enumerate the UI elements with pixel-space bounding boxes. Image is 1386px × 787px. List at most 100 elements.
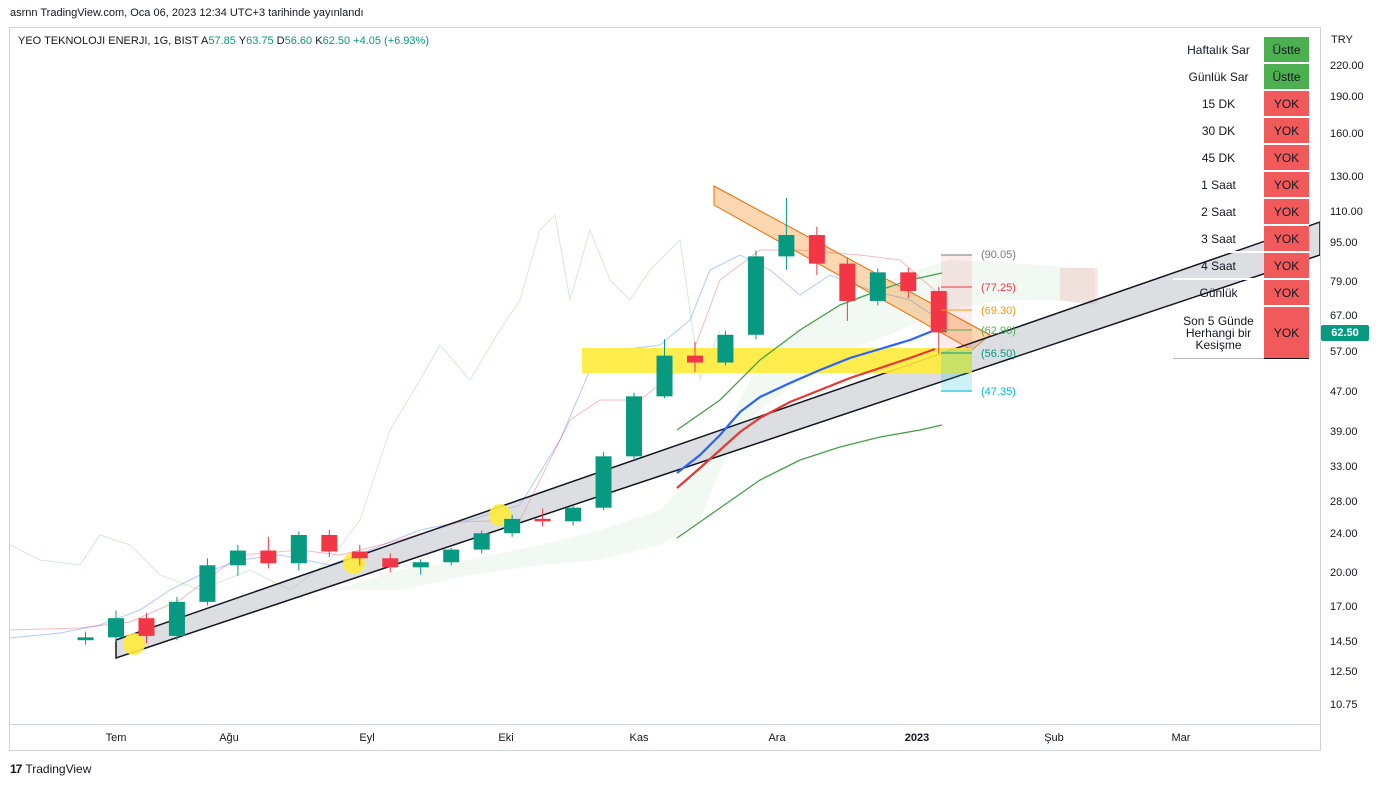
support-zone (582, 348, 972, 373)
candle-body (656, 355, 673, 397)
footer[interactable]: 17 TradingView (10, 762, 91, 776)
high-label: Y (238, 35, 247, 47)
low-value: 56.60 (284, 35, 313, 47)
price-axis-label: 220.00 (1330, 60, 1364, 72)
price-axis-label: 20.00 (1330, 567, 1358, 579)
price-axis-divider (1320, 27, 1321, 751)
candle-body (382, 558, 399, 568)
status-name: 2 Saat (1173, 197, 1264, 226)
open-label: A (201, 35, 209, 47)
time-axis-label: Şub (1044, 732, 1064, 744)
status-value: Üstte (1264, 35, 1309, 64)
candle-body (443, 549, 460, 563)
status-name: Son 5 Günde Herhangi bir Kesişme (1173, 305, 1264, 359)
price-axis-label: 110.00 (1330, 206, 1363, 218)
low-label: D (276, 35, 285, 47)
candle-body (808, 235, 825, 264)
candle-body (412, 562, 429, 568)
price-axis-label: 33.00 (1330, 461, 1358, 473)
fib-lines (941, 254, 972, 392)
status-row: Günlük YOK (1173, 278, 1309, 307)
status-name: 45 DK (1173, 143, 1264, 172)
ichimoku-cloud (335, 260, 1095, 590)
ichimoku-cloud-red (1060, 268, 1098, 305)
status-row: 15 DK YOK (1173, 89, 1309, 118)
candle-body (900, 272, 917, 291)
price-axis-label: 24.00 (1330, 528, 1358, 540)
close-label: K (315, 35, 323, 47)
candle-body (351, 551, 368, 559)
candle-body (108, 618, 124, 638)
candle-body (321, 534, 338, 552)
brand-name: TradingView (25, 762, 92, 776)
close-value: 62.50 (322, 35, 351, 47)
change-value: +4.05 (+6.93%) (353, 35, 429, 47)
status-value: Üstte (1264, 62, 1309, 91)
ma-green-lower (676, 424, 943, 539)
status-table: Haftalık Sar Üstte Günlük Sar Üstte 15 DK YOK… (1173, 35, 1309, 359)
status-name: 1 Saat (1173, 170, 1264, 199)
time-axis-label: Kas (629, 732, 649, 744)
fib-level-5650: (56.50) (981, 348, 1016, 360)
status-value: YOK (1264, 224, 1309, 253)
status-value: YOK (1264, 143, 1309, 172)
candle-body (626, 396, 643, 457)
status-row: 45 DK YOK (1173, 143, 1309, 172)
status-name: Günlük Sar (1173, 62, 1264, 91)
symbol-name: YEO TEKNOLOJI ENERJI, 1G, BIST (18, 35, 199, 47)
currency-label: TRY (1331, 34, 1353, 46)
candle-body (565, 507, 582, 522)
symbol-legend[interactable]: YEO TEKNOLOJI ENERJI, 1G, BIST A57.85 Y6… (18, 35, 429, 47)
time-axis-label: 2023 (904, 732, 930, 744)
tradingview-logo-icon: 17 (10, 762, 22, 776)
time-axis-label: Eki (498, 732, 514, 744)
status-row: 3 Saat YOK (1173, 224, 1309, 253)
candle-body (199, 565, 216, 602)
fib-level-6930: (69.30) (981, 305, 1016, 317)
status-value: YOK (1264, 197, 1309, 226)
time-axis-label: Tem (105, 732, 127, 744)
candle-body (747, 256, 764, 335)
candle-body (839, 263, 856, 301)
candle-body (534, 518, 551, 522)
status-row: Günlük Sar Üstte (1173, 62, 1309, 91)
candle-body (290, 534, 307, 564)
candle-body (168, 601, 185, 636)
price-axis-label: 28.00 (1330, 496, 1358, 508)
fib-level-4735: (47.35) (981, 386, 1016, 398)
time-axis-label: Mar (1171, 732, 1191, 744)
fib-level-6290: (62.90) (981, 325, 1016, 337)
candle-body (229, 550, 246, 566)
price-axis-label: 12.50 (1330, 666, 1358, 678)
candle-body (138, 618, 155, 636)
status-name: Günlük (1173, 278, 1264, 307)
price-axis-label: 79.00 (1330, 276, 1358, 288)
time-axis-label: Eyl (359, 732, 375, 744)
status-row: Son 5 Günde Herhangi bir Kesişme YOK (1173, 305, 1309, 359)
price-axis-label: 67.00 (1330, 310, 1358, 322)
fib-box-lower (941, 350, 972, 392)
high-value: 63.75 (246, 35, 274, 47)
status-name: 15 DK (1173, 89, 1264, 118)
status-name: 3 Saat (1173, 224, 1264, 253)
candle-body (260, 550, 277, 564)
price-axis-label: 47.00 (1330, 386, 1358, 398)
price-axis-label: 190.00 (1330, 91, 1364, 103)
lagging-span (10, 213, 721, 591)
time-axis-label: Ara (768, 732, 786, 744)
candle-body (717, 334, 734, 363)
status-row: 2 Saat YOK (1173, 197, 1309, 226)
ma-blue (676, 328, 936, 474)
status-value: YOK (1264, 89, 1309, 118)
price-axis-label: 17.00 (1330, 601, 1358, 613)
ma-red (676, 347, 936, 489)
fib-level-9005: (90.05) (981, 249, 1016, 261)
last-price-tag: 62.50 (1321, 325, 1369, 341)
fib-level-7725: (77.25) (981, 282, 1016, 294)
candle-body (77, 637, 94, 641)
candle-body (504, 518, 521, 534)
status-name: Haftalık Sar (1173, 35, 1264, 64)
status-value: YOK (1264, 305, 1309, 359)
status-row: 30 DK YOK (1173, 116, 1309, 145)
